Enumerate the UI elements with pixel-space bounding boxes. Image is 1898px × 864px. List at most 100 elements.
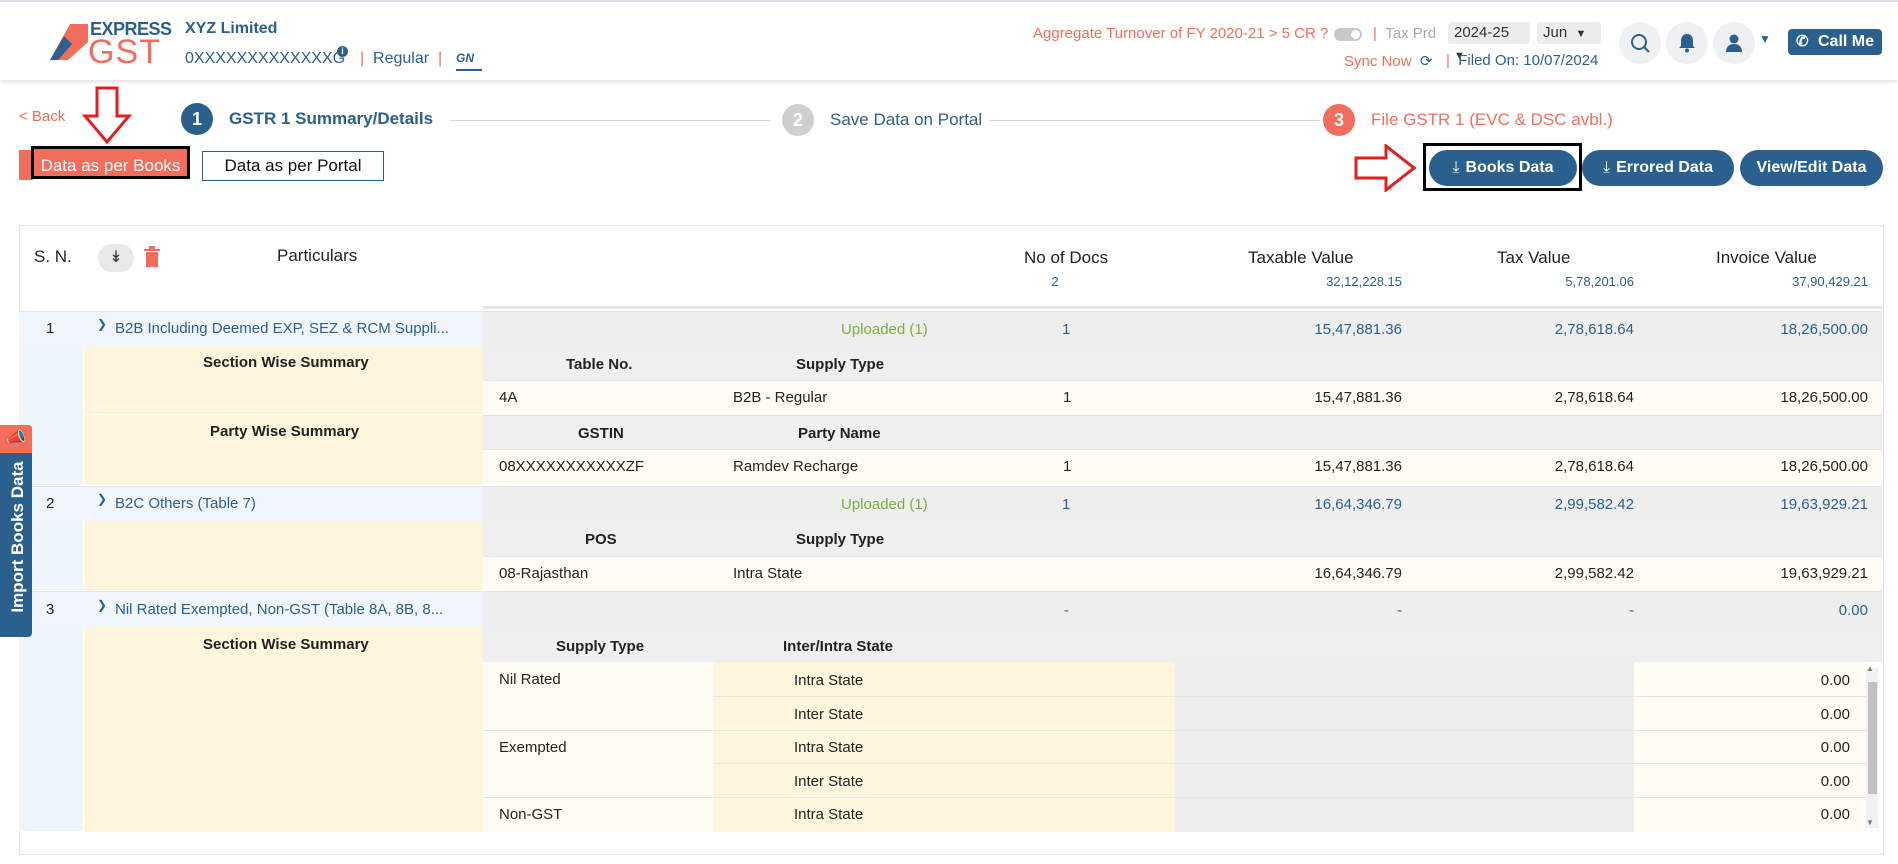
fy-select[interactable]: 2024-25 ▼ [1448, 22, 1530, 62]
row-divider [483, 730, 1866, 731]
subtable-header [483, 626, 1882, 662]
step-connector [990, 120, 1320, 121]
nil-row-value: 0.00 [1820, 706, 1850, 723]
user-menu-caret-icon[interactable]: ▼ [1759, 32, 1771, 46]
books-tab-accent [19, 150, 33, 180]
section-1-title[interactable]: B2B Including Deemed EXP, SEZ & RCM Supp… [115, 320, 450, 337]
subtable-col-pos: POS [585, 531, 617, 548]
trash-icon[interactable] [143, 246, 161, 268]
bell-icon [1679, 34, 1695, 53]
subtable-col-inter-intra: Inter/Intra State [783, 638, 894, 655]
books-data-button[interactable]: ⤓ Books Data [1429, 150, 1577, 186]
search-button[interactable] [1619, 22, 1661, 64]
separator: | [360, 50, 365, 67]
col-header-particulars: Particulars [277, 246, 358, 265]
subtable-cell-pos: 08-Rajasthan [499, 565, 589, 582]
section-wise-summary-label: Section Wise Summary [203, 636, 369, 653]
view-edit-data-button[interactable]: View/Edit Data [1740, 150, 1883, 186]
subtable-cell-taxable: 15,47,881.36 [1314, 458, 1402, 475]
nil-row-state: Inter State [794, 706, 864, 723]
section-row-bg [483, 312, 1882, 346]
separator: | [437, 50, 443, 67]
chevron-down-icon: ▼ [1454, 50, 1465, 62]
back-link[interactable]: < Back [19, 108, 66, 125]
expand-all-button[interactable]: ↡ [98, 244, 134, 272]
sync-now-label: Sync Now [1344, 53, 1412, 70]
step-2-number: 2 [782, 104, 814, 136]
section-1-tax: 2,78,618.64 [1554, 321, 1634, 338]
col-header-taxable-value: Taxable Value [1248, 248, 1354, 267]
fy-select-value: 2024-25 [1454, 24, 1510, 41]
phone-icon: ✆ [1796, 33, 1809, 50]
registration-type-label: Regular [373, 50, 430, 67]
section-row-2[interactable] [19, 486, 1882, 521]
subtable-col-gstin: GSTIN [578, 425, 624, 442]
col-header-sn: S. N. [34, 247, 72, 266]
subtable-cell-supply-type: Intra State [733, 565, 803, 582]
subtable-cell-tax: 2,78,618.64 [1554, 389, 1634, 406]
tab-data-as-per-books[interactable]: Data as per Books [31, 146, 190, 179]
section-2-title[interactable]: B2C Others (Table 7) [115, 495, 256, 512]
books-data-highlight [1423, 143, 1582, 191]
download-icon: ⤓ [1603, 159, 1611, 176]
section-3-title[interactable]: Nil Rated Exempted, Non-GST (Table 8A, 8… [115, 601, 444, 618]
express-gst-logo-icon[interactable] [48, 22, 88, 62]
inner-scrollbar-thumb[interactable] [1868, 682, 1877, 794]
subtable-cell-taxable: 15,47,881.36 [1314, 389, 1402, 406]
chevron-down-icon[interactable]: ❯ [97, 598, 108, 612]
subtable-cell-docs: 1 [1063, 458, 1072, 475]
megaphone-icon[interactable]: 📣 [0, 425, 32, 453]
section-2-sn: 2 [46, 495, 55, 512]
filed-on-text: Filed On: 10/07/2024 [1458, 52, 1599, 69]
gstin-info-icon[interactable]: i [337, 46, 348, 57]
subtable-cell-docs: 1 [1063, 389, 1072, 406]
import-books-data-label[interactable]: Import Books Data [8, 461, 27, 613]
chevron-down-icon[interactable]: ❯ [97, 492, 108, 506]
section-3-gutter [19, 625, 83, 831]
section-3-taxable: - [1397, 602, 1402, 619]
subtable-row [483, 449, 1882, 484]
step-1-label[interactable]: GSTR 1 Summary/Details [229, 109, 434, 128]
section-2-invoice: 19,63,929.21 [1780, 496, 1868, 513]
scroll-up-icon[interactable]: ▲ [1866, 664, 1874, 673]
subtable-cell-tax: 2,99,582.42 [1554, 565, 1634, 582]
step-3-label[interactable]: File GSTR 1 (EVC & DSC avbl.) [1371, 110, 1613, 129]
subtable-row [483, 380, 1882, 415]
call-me-button[interactable]: ✆ Call Me [1788, 29, 1882, 55]
section-row-1[interactable] [19, 311, 1882, 346]
section-1-docs: 1 [1062, 321, 1071, 338]
total-tax-value: 5,78,201.06 [1565, 274, 1634, 289]
month-select[interactable]: Jun ▼ [1537, 22, 1601, 44]
subtable-cell-table-no: 4A [499, 389, 518, 406]
section-1-sn: 1 [46, 320, 55, 337]
logo-gst-text: GST [88, 33, 161, 71]
col-header-no-of-docs: No of Docs [1024, 248, 1109, 267]
nil-row-value: 0.00 [1820, 672, 1850, 689]
scroll-down-icon[interactable]: ▼ [1866, 818, 1874, 827]
aggregate-turnover-toggle[interactable] [1334, 28, 1362, 41]
chevron-down-icon[interactable]: ❯ [97, 317, 108, 331]
step-2-label[interactable]: Save Data on Portal [830, 110, 983, 129]
errored-data-button[interactable]: ⤓ Errored Data [1582, 150, 1734, 186]
nil-row-value: 0.00 [1820, 773, 1850, 790]
section-3-invoice: 0.00 [1838, 602, 1868, 619]
section-1-taxable: 15,47,881.36 [1314, 321, 1402, 338]
subtable-header [483, 521, 1882, 556]
month-select-value: Jun [1543, 24, 1568, 41]
header-divider [483, 306, 1882, 309]
tab-data-as-per-portal[interactable]: Data as per Portal [202, 151, 384, 181]
user-menu-button[interactable] [1713, 22, 1755, 64]
section-row-3[interactable] [19, 591, 1882, 626]
notifications-button[interactable] [1666, 22, 1708, 64]
subtable-cell-invoice: 18,26,500.00 [1780, 389, 1868, 406]
gn-icon[interactable]: GN [456, 51, 482, 71]
nil-row-state: Intra State [794, 672, 864, 689]
total-taxable-value: 32,12,228.15 [1326, 274, 1402, 289]
nil-row-supply-type: Non-GST [499, 806, 563, 823]
section-3-docs: - [1064, 602, 1069, 619]
sync-now-link[interactable]: Sync Now ⟳ [1344, 52, 1432, 70]
separator: | [1373, 25, 1377, 42]
import-books-data-tab[interactable] [0, 425, 32, 637]
section-row-bg [483, 592, 1882, 626]
section-2-status: Uploaded (1) [841, 496, 928, 513]
